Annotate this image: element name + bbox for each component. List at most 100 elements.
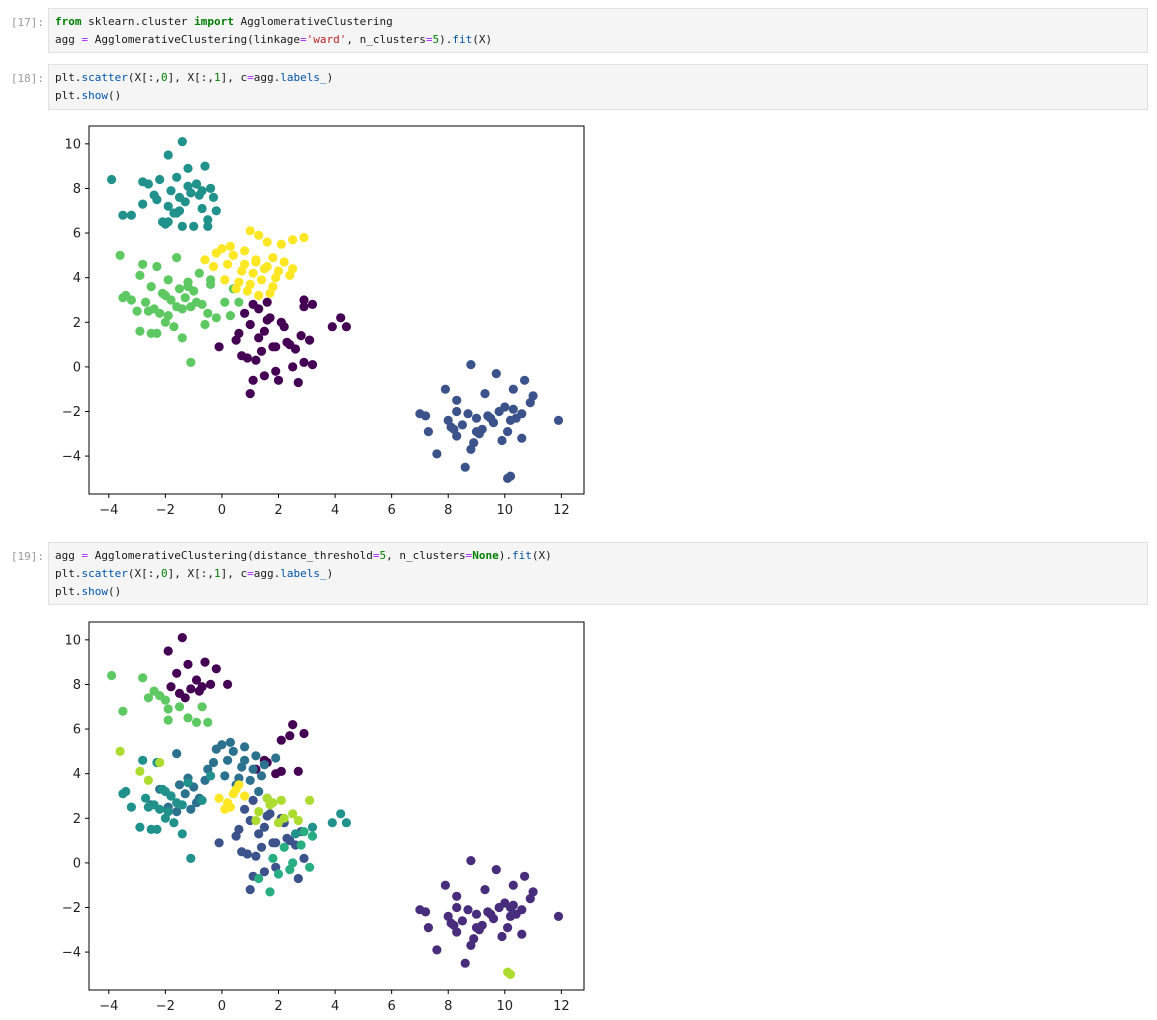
code-line: plt.scatter(X[:,0], X[:,1], c=agg.labels… <box>55 565 1141 583</box>
code-token: scatter <box>81 567 128 580</box>
data-point <box>259 867 269 877</box>
data-point <box>486 413 496 423</box>
data-point <box>262 261 272 272</box>
data-point <box>206 275 216 285</box>
data-point <box>135 822 145 832</box>
data-point <box>491 865 501 875</box>
data-point <box>166 682 176 692</box>
data-point <box>251 815 261 826</box>
code-token: plt. <box>55 585 82 598</box>
data-point <box>206 183 216 193</box>
x-tick-label: 0 <box>218 503 226 518</box>
data-point <box>282 833 292 843</box>
code-token: show <box>81 585 109 598</box>
data-point <box>279 842 289 852</box>
code-token: sklearn.cluster <box>81 15 195 28</box>
data-point <box>285 731 295 741</box>
data-point <box>268 853 278 863</box>
code-token: show <box>81 89 109 102</box>
code-editor[interactable]: agg = AgglomerativeClustering(distance_t… <box>48 542 1148 605</box>
code-token: AgglomerativeClustering(distance_thresho… <box>88 549 373 562</box>
data-point <box>305 335 315 345</box>
data-point <box>160 813 170 823</box>
data-point <box>174 780 185 790</box>
data-point <box>155 757 165 768</box>
code-token: 1 <box>213 71 221 84</box>
plot-frame <box>88 125 585 495</box>
data-point <box>466 940 476 950</box>
data-point <box>293 766 303 776</box>
data-point <box>248 268 258 278</box>
data-point <box>421 411 431 421</box>
data-point <box>466 856 476 866</box>
data-point <box>220 297 230 307</box>
data-point <box>152 261 162 272</box>
data-point <box>126 295 136 305</box>
data-point <box>299 232 309 243</box>
code-editor[interactable]: from sklearn.cluster import Agglomerativ… <box>48 8 1148 53</box>
data-point <box>256 275 267 285</box>
data-point <box>143 693 153 703</box>
data-point <box>203 215 213 225</box>
data-point <box>143 306 153 316</box>
data-point <box>271 753 281 763</box>
code-token: from <box>55 15 82 28</box>
data-point <box>231 335 241 345</box>
data-point <box>341 322 351 332</box>
data-point <box>141 297 151 307</box>
data-point <box>251 751 261 761</box>
data-point <box>276 795 286 805</box>
data-point <box>466 360 476 370</box>
data-point <box>511 413 521 423</box>
data-point <box>299 827 309 837</box>
data-point <box>208 757 219 768</box>
data-point <box>118 706 128 716</box>
data-point <box>203 717 213 727</box>
data-point <box>288 809 298 819</box>
data-point <box>307 822 318 832</box>
data-point <box>163 646 173 656</box>
data-point <box>299 302 309 312</box>
data-point <box>254 230 264 240</box>
data-point <box>248 795 258 805</box>
data-point <box>259 822 269 832</box>
data-point <box>225 241 235 251</box>
y-tick-label: 8 <box>73 678 81 693</box>
code-editor[interactable]: plt.scatter(X[:,0], X[:,1], c=agg.labels… <box>48 64 1148 110</box>
data-point <box>245 319 255 330</box>
data-point <box>511 909 521 919</box>
y-tick-label: 0 <box>73 360 81 375</box>
plot-frame <box>88 621 585 991</box>
data-point <box>520 871 530 881</box>
data-point <box>223 755 233 765</box>
data-point <box>240 755 250 765</box>
data-point <box>268 838 278 848</box>
data-point <box>234 780 244 790</box>
code-token: scatter <box>81 71 128 84</box>
code-token: 'ward' <box>306 33 347 46</box>
y-tick-label: −2 <box>62 405 81 420</box>
scatter-plot-output-1: −4 −2 0 2 4 6 8 10 12 −4 −2 0 2 4 6 8 10 <box>48 118 608 524</box>
data-point <box>180 197 190 207</box>
data-point <box>237 847 247 857</box>
data-point <box>228 789 238 799</box>
data-point <box>273 869 284 879</box>
data-point <box>143 775 153 785</box>
code-token: import <box>194 15 234 28</box>
x-tick-label: 10 <box>497 503 514 518</box>
code-line: agg = AgglomerativeClustering(distance_t… <box>55 547 1141 565</box>
data-point <box>296 331 306 341</box>
code-token: = <box>300 33 307 46</box>
code-token: plt. <box>55 71 82 84</box>
data-point <box>486 909 496 919</box>
code-token: ) <box>326 71 334 84</box>
data-point <box>197 702 207 712</box>
data-point <box>256 346 267 356</box>
data-point <box>245 885 255 895</box>
code-token: (X[:, <box>127 567 161 580</box>
data-point <box>132 306 142 316</box>
data-point <box>220 804 230 814</box>
data-point <box>183 778 193 788</box>
data-point <box>211 248 221 258</box>
x-tick-label: −2 <box>156 503 175 518</box>
